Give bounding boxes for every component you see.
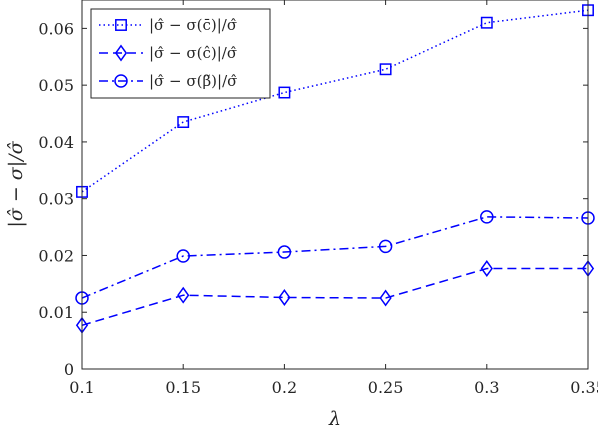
series-3-point bbox=[378, 239, 393, 254]
y-tick-label: 0.04 bbox=[38, 133, 74, 152]
y-tick-label: 0 bbox=[64, 360, 74, 379]
series-1-point bbox=[379, 63, 392, 76]
legend-entry-1: |σ̂ − σ(c̄)|/σ̂ bbox=[99, 16, 237, 34]
y-axis-label: |σ̂ − σ|/σ̂ bbox=[5, 140, 27, 227]
series-1-line bbox=[81, 9, 589, 193]
legend-label: |σ̂ − σ(β̃)|/σ̂ bbox=[149, 72, 237, 90]
y-tick-label: 0.01 bbox=[38, 303, 74, 322]
y-tick-label: 0.05 bbox=[38, 76, 74, 95]
legend-entry-3: |σ̂ − σ(β̃)|/σ̂ bbox=[99, 72, 237, 90]
series-2-point bbox=[379, 289, 392, 307]
legend: |σ̂ − σ(c̄)|/σ̂ |σ̂ − σ(ĉ)|/σ̂ |σ̂ − σ(β̃)… bbox=[90, 8, 271, 99]
series-3-point bbox=[176, 249, 190, 263]
series-1-point bbox=[278, 86, 291, 99]
series-2-point bbox=[278, 288, 291, 306]
series-2-point bbox=[177, 286, 190, 304]
x-axis-label: λ bbox=[328, 408, 341, 430]
series-3-point bbox=[480, 210, 494, 224]
legend-label: |σ̂ − σ(c̄)|/σ̂ bbox=[149, 16, 237, 34]
series-1-point bbox=[177, 116, 190, 129]
legend-swatch-marker bbox=[115, 19, 127, 31]
series-3-point bbox=[277, 245, 292, 259]
x-tick-label: 0.3 bbox=[474, 378, 499, 397]
legend-swatch-marker bbox=[114, 74, 128, 88]
y-tick-label: 0.02 bbox=[38, 246, 74, 265]
axes-box bbox=[81, 0, 589, 370]
x-tick-label: 0.2 bbox=[272, 378, 297, 397]
y-tick-label: 0.03 bbox=[38, 190, 74, 209]
series-2-line bbox=[81, 267, 588, 327]
series-2-point bbox=[480, 260, 493, 278]
legend-swatch-marker bbox=[114, 44, 128, 62]
axes-layer: 0.1 0.15 0.2 0.25 0.3 0.35 0 0.01 0.02 0.03 0.04 0.… bbox=[5, 0, 598, 430]
legend-entry-2: |σ̂ − σ(ĉ)|/σ̂ bbox=[99, 44, 237, 62]
y-tick-label: 0.06 bbox=[38, 19, 74, 38]
x-tick-label: 0.1 bbox=[69, 378, 94, 397]
x-tick-label: 0.15 bbox=[165, 378, 201, 397]
series-1-point bbox=[480, 16, 493, 29]
legend-label: |σ̂ − σ(ĉ)|/σ̂ bbox=[149, 44, 237, 62]
series-3-line bbox=[81, 216, 589, 299]
x-tick-label: 0.35 bbox=[570, 378, 598, 397]
x-tick-label: 0.25 bbox=[368, 378, 404, 397]
